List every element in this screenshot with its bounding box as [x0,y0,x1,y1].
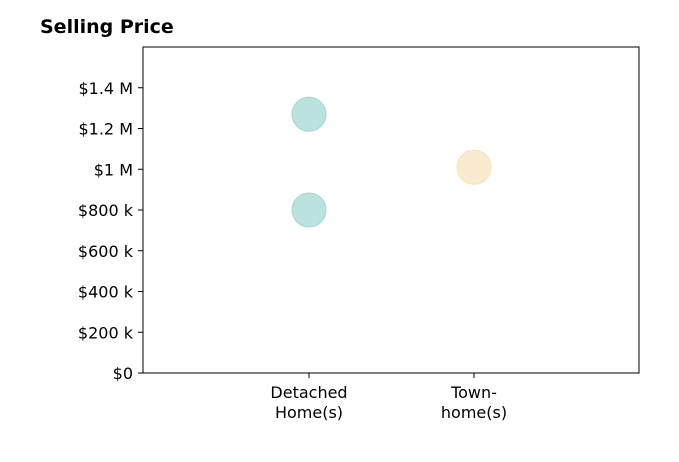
data-point [291,96,327,132]
plot-area-frame [142,46,640,374]
y-tick-label: $600 k [78,242,134,261]
x-tick-label: Town- [450,383,497,402]
chart-title: Selling Price [40,16,174,38]
y-tick-label: $200 k [78,323,134,342]
y-tick-label: $0 [113,364,133,383]
y-axis: $0 $200 k $400 k $600 k $800 k $1 M $1.2 M $1.4… [78,79,143,383]
data-point [456,149,492,185]
data-points [291,96,492,228]
x-tick-label: Home(s) [275,403,343,422]
y-tick-label: $1 M [94,160,133,179]
x-tick-label: home(s) [441,403,507,422]
data-point [291,192,327,228]
y-tick-label: $800 k [78,201,134,220]
y-tick-label: $1.4 M [78,79,133,98]
y-tick-label: $1.2 M [78,120,133,139]
x-tick-label: Detached [270,383,347,402]
y-tick-label: $400 k [78,283,134,302]
